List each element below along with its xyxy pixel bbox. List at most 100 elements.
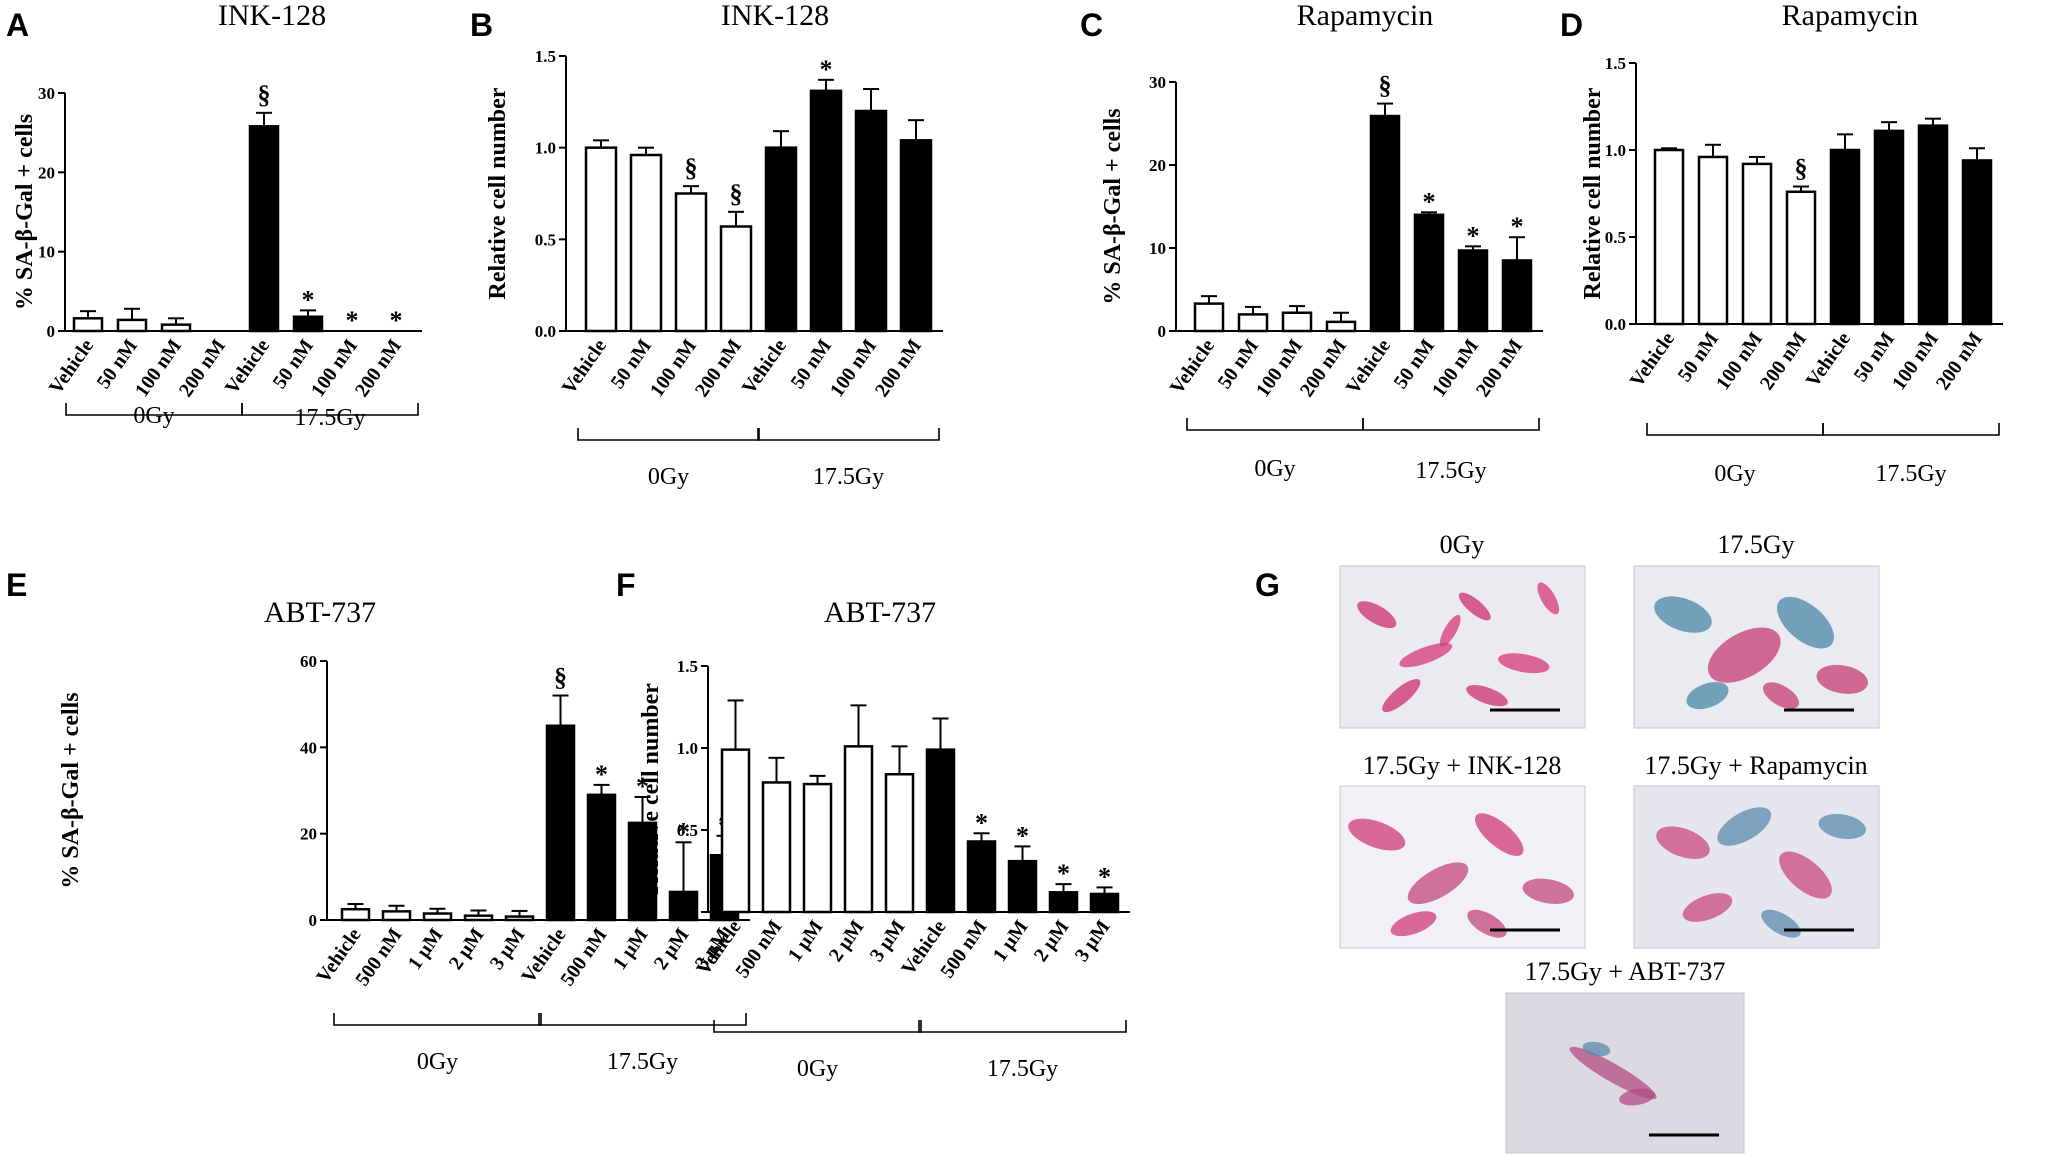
category-label: 200 nM [1932,328,1987,394]
micrograph-title: 17.5Gy + ABT-737 [1525,957,1726,986]
chart-c: Rapamycin % SA-β-Gal + cells 0 10 20 30 Vehicl… [1100,0,1543,484]
bar [764,146,798,333]
y-tick-label: 30 [38,84,55,103]
bar [1007,859,1038,914]
category-label: 1 μM [609,924,653,974]
y-tick-label: 0 [1158,322,1167,341]
stained-cell [1357,601,1397,629]
significance-mark: * [346,306,359,335]
group-bracket [713,1020,922,1033]
y-tick-label: 1.5 [1605,54,1626,73]
bar [292,315,324,333]
bar [1048,891,1079,914]
y-axis-label: % SA-β-Gal + cells [1100,108,1126,304]
group-bracket [538,1013,747,1026]
bar [1237,313,1269,333]
chart-a: INK-128% SA-β-Gal + cells0102030Vehicle5… [12,0,422,431]
y-tick-label: 0.0 [1605,315,1626,334]
category-label: 200 nM [175,335,230,401]
group-bracket [577,428,760,441]
micrograph-title: 17.5Gy [1717,530,1794,559]
panel-letter-d: D [1560,7,1583,43]
panel-letter-e: E [6,567,27,603]
category-label: 200 nM [691,335,746,401]
bar [1917,124,1949,326]
group-bracket [1362,418,1540,431]
significance-mark: * [1423,187,1436,216]
bar [1457,249,1489,333]
bar [1829,148,1861,326]
bar [381,910,412,922]
bar [925,748,956,914]
category-label: 1 μM [404,924,448,974]
stained-cell [1407,862,1469,905]
group-label: 0Gy [648,464,689,490]
significance-mark: * [1467,221,1480,250]
stained-cell [1390,911,1437,937]
significance-mark: § [1795,154,1808,183]
stained-cell [1537,582,1560,615]
group-label: 0Gy [133,403,174,429]
significance-mark: * [820,55,833,84]
micrograph: 17.5Gy + ABT-737 [1505,957,1745,1154]
bar [584,146,618,333]
panel-letter-b: B [470,7,493,43]
bar [1653,148,1685,326]
y-tick-label: 20 [300,825,317,844]
group-label: 0Gy [1714,461,1755,487]
bar [802,782,833,914]
bar [160,323,192,333]
group-bracket [333,1013,542,1026]
bar [1281,311,1313,333]
bar [72,317,104,333]
stained-cell [1779,851,1832,899]
category-label: 200 nM [871,335,926,401]
y-tick-label: 0 [309,911,318,930]
category-label: 2 μM [1030,916,1074,966]
y-tick-label: 1.5 [677,657,698,676]
significance-mark: * [1511,212,1524,241]
micrograph-title: 0Gy [1440,530,1485,559]
significance-mark: * [302,285,315,314]
y-axis-label: Relative cell number [638,683,664,895]
category-label: Vehicle [1166,335,1219,398]
category-label: Vehicle [221,335,274,398]
stained-cell [1498,653,1550,674]
y-tick-label: 0.5 [677,821,698,840]
group-label: 17.5Gy [987,1056,1058,1082]
stained-cell [1382,679,1421,713]
bar [719,225,753,333]
y-tick-label: 30 [1149,73,1166,92]
y-tick-label: 0.5 [1605,228,1626,247]
y-tick-label: 1.0 [677,739,698,758]
stained-cell [1654,596,1712,633]
significance-mark: § [685,153,698,182]
stained-cell [1656,826,1710,859]
bar [674,192,708,333]
group-label: 17.5Gy [294,405,365,431]
category-label: 1 μM [784,916,828,966]
y-tick-label: 20 [38,163,55,182]
stained-cell [1348,818,1406,851]
micrograph: 0Gy [1339,530,1586,729]
category-label: Vehicle [1802,328,1855,391]
bar [116,318,148,333]
bar [843,745,874,914]
category-label: 200 nM [1472,335,1527,401]
bar [1501,259,1533,333]
category-label: 100 nM [646,335,701,401]
y-tick-label: 20 [1149,156,1166,175]
micrograph: 17.5Gy [1633,530,1880,729]
group-label: 17.5Gy [813,464,884,490]
stained-cell [1682,893,1733,922]
chart-b: INK-128 Relative cell number 0.0 0.5 1.0 1.5 V… [485,0,943,490]
category-label: 1 μM [989,916,1033,966]
group-bracket [241,403,419,416]
stained-cell [1707,627,1781,683]
category-label: 200 nM [1756,328,1811,394]
significance-mark: * [595,760,608,789]
y-tick-label: 10 [1149,239,1166,258]
bar [966,840,997,914]
bar [1785,190,1817,326]
micrograph: 17.5Gy + INK-128 [1339,751,1586,949]
